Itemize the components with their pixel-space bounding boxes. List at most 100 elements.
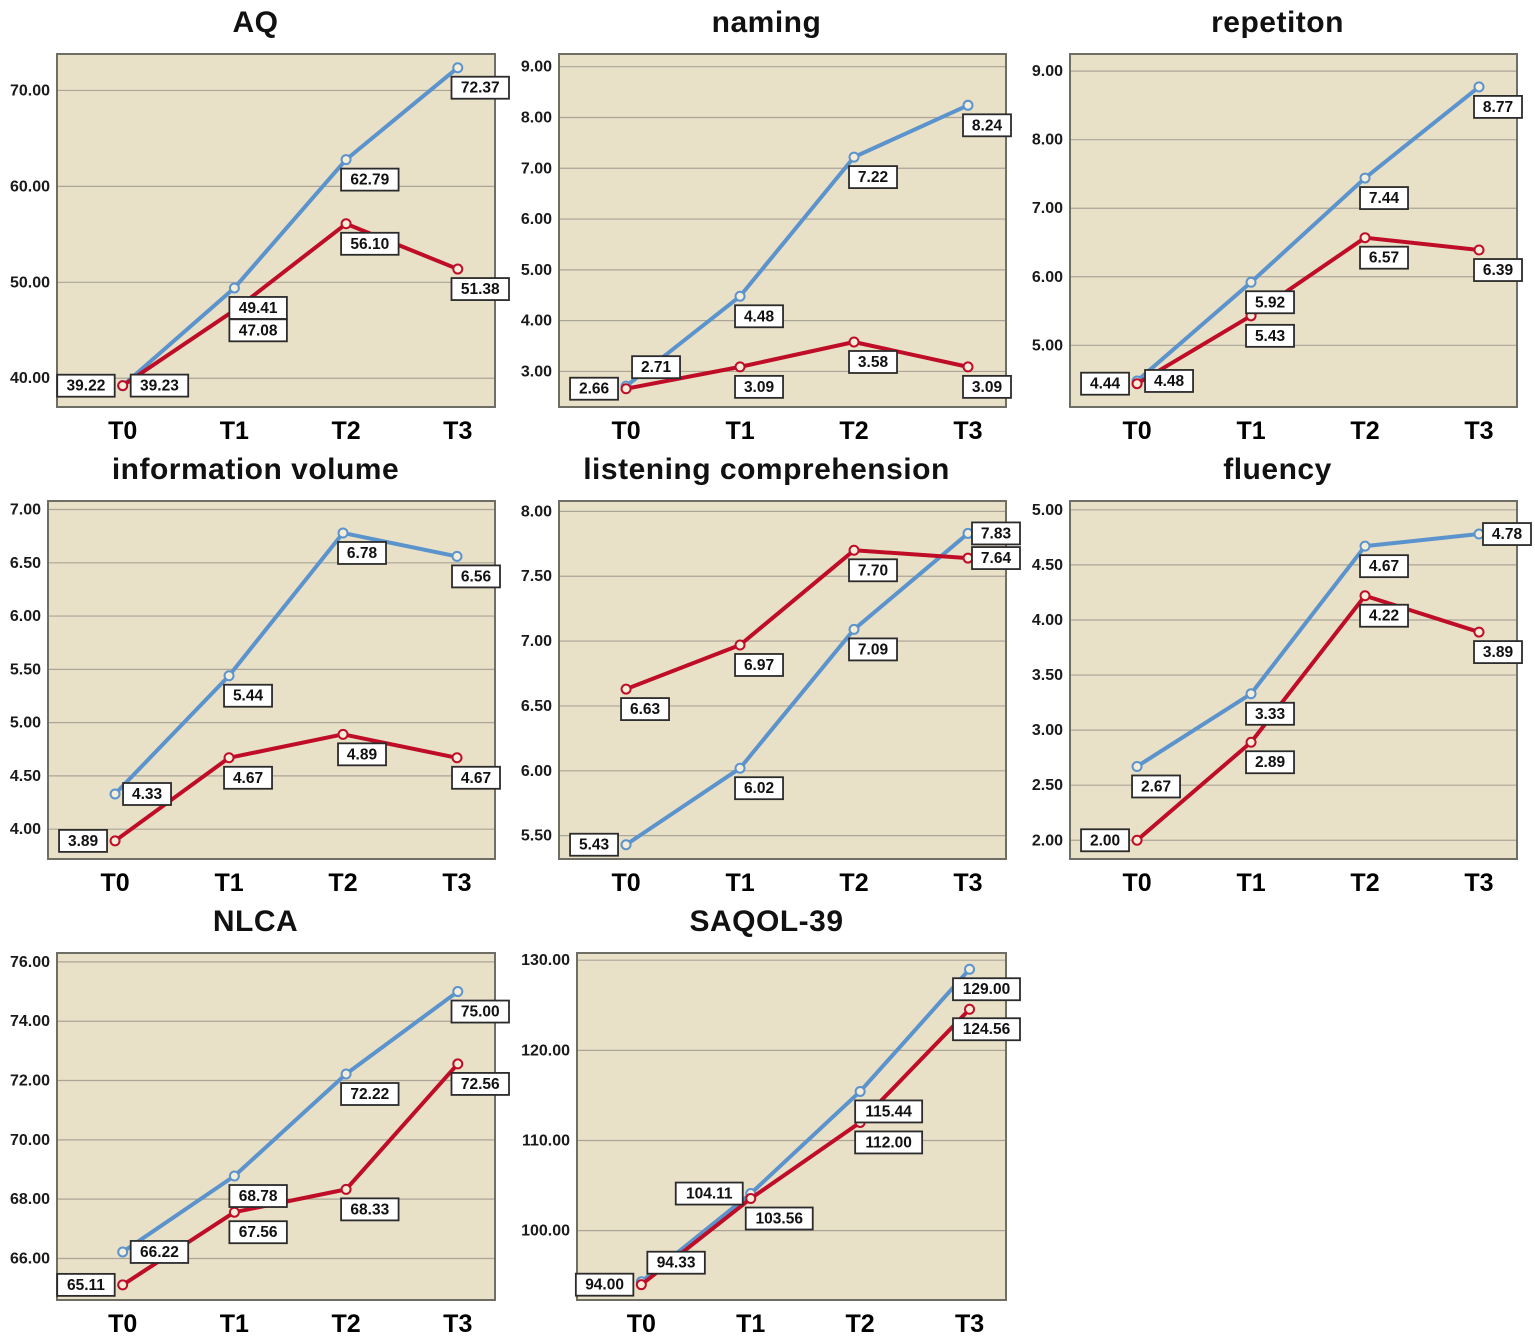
data-point-label-text: 2.89 <box>1255 754 1286 771</box>
data-point-label-text: 75.00 <box>461 1004 500 1021</box>
data-point-label-box <box>450 277 510 301</box>
data-point-label: 4.48 <box>1144 369 1194 393</box>
data-point-marker <box>854 1085 866 1097</box>
y-tick-label: 50.00 <box>10 274 50 291</box>
y-tick-label: 6.00 <box>10 608 41 625</box>
data-point-label-box <box>952 1017 1021 1042</box>
data-point-marker <box>734 290 746 302</box>
data-point-label-text: 68.78 <box>239 1188 278 1205</box>
data-point-label-text: 4.67 <box>461 770 491 787</box>
data-point-label-text: 51.38 <box>461 281 500 298</box>
y-tick-label: 7.50 <box>521 568 552 585</box>
data-point-marker <box>340 154 352 166</box>
data-point-label-box <box>1080 828 1130 853</box>
series-line-group-red <box>624 548 971 692</box>
y-tick-label: 40.00 <box>10 370 50 387</box>
data-point-label: 115.44 <box>854 1099 924 1124</box>
data-point-label-box <box>337 541 387 565</box>
series-line-group-red <box>113 732 460 843</box>
data-point-label: 3.09 <box>962 374 1012 399</box>
data-point-marker <box>117 1279 129 1291</box>
data-point-label-text: 94.00 <box>585 1277 624 1294</box>
data-point-marker <box>1245 736 1257 748</box>
data-point-label: 4.67 <box>223 765 273 790</box>
data-point-label: 5.44 <box>223 683 273 708</box>
data-point-label-box <box>962 113 1012 138</box>
data-point-label-text: 5.43 <box>579 837 610 854</box>
data-point-label: 2.00 <box>1080 828 1130 853</box>
data-point-label-box <box>1245 323 1295 348</box>
chart-title-fluency: fluency <box>1223 453 1332 486</box>
data-point-label-box <box>1359 186 1409 210</box>
y-tick-label: 7.00 <box>10 502 41 519</box>
x-category-label: T1 <box>736 1310 765 1338</box>
x-category-label: T1 <box>725 869 754 897</box>
data-point-label-text: 47.08 <box>239 322 278 339</box>
series-line-group-blue <box>120 65 460 388</box>
data-point-label-box <box>1144 369 1194 393</box>
data-point-label: 4.44 <box>1080 371 1130 396</box>
data-point-label: 8.24 <box>962 113 1012 138</box>
data-point-label: 65.11 <box>56 1272 116 1297</box>
data-point-label: 6.39 <box>1473 258 1523 282</box>
chart-canvas-fluency: 2.00 2.50 3.00 3.50 4.00 4.50 5.00 T0 T1 T2 T3 2.67… <box>1032 500 1532 897</box>
data-point-label: 68.78 <box>228 1184 288 1208</box>
series-line-group-red <box>1135 235 1482 386</box>
data-point-label-box <box>734 776 784 801</box>
data-point-label-box <box>1473 95 1523 119</box>
data-point-label: 72.22 <box>340 1082 400 1106</box>
x-category-label: T3 <box>443 1310 472 1338</box>
x-category-label: T3 <box>953 869 982 897</box>
data-point-label-box <box>734 304 784 329</box>
chart-canvas-aq: 40.00 50.00 60.00 70.00 T0 T1 T2 T3 39.22 49.41 62… <box>10 53 510 445</box>
y-tick-label: 6.50 <box>521 698 552 715</box>
y-tick-label: 7.00 <box>521 160 552 177</box>
data-point-label: 94.00 <box>574 1272 635 1297</box>
data-point-label-text: 5.92 <box>1255 294 1285 311</box>
data-point-label-text: 4.78 <box>1492 526 1523 543</box>
data-point-marker <box>1131 760 1143 772</box>
data-point-marker <box>1245 688 1257 700</box>
y-tick-label: 6.00 <box>521 211 552 228</box>
data-point-label-text: 7.09 <box>858 641 889 658</box>
data-point-label: 7.64 <box>971 546 1021 570</box>
y-tick-label: 72.00 <box>10 1073 50 1090</box>
data-point-label: 4.67 <box>451 765 501 790</box>
data-point-label-box <box>734 374 784 399</box>
data-point-label-box <box>631 355 681 380</box>
data-point-label-text: 2.67 <box>1141 778 1171 795</box>
y-tick-label: 3.00 <box>521 363 552 380</box>
chart-canvas-repetiton: 5.00 6.00 7.00 8.00 9.00 T0 T1 T2 T3 4.48 5.92 7.44… <box>1032 53 1523 445</box>
data-point-marker <box>340 1068 352 1080</box>
y-tick-label: 2.50 <box>1032 777 1063 794</box>
data-point-label-box <box>337 742 387 767</box>
data-point-marker <box>848 623 860 635</box>
data-point-label: 94.33 <box>646 1250 706 1275</box>
data-point-marker <box>620 683 632 695</box>
data-point-label-text: 3.33 <box>1255 706 1286 723</box>
data-point-label-text: 112.00 <box>865 1134 912 1151</box>
data-point-label: 7.44 <box>1359 186 1409 210</box>
data-point-label-box <box>450 1072 510 1096</box>
data-point-label: 6.63 <box>620 697 670 721</box>
data-point-label: 5.92 <box>1245 290 1295 315</box>
data-point-marker <box>117 1246 129 1258</box>
y-tick-label: 5.00 <box>1032 337 1063 354</box>
chart-canvas-saqol-39: 100.00 110.00 120.00 130.00 T0 T1 T2 T3 94.33 104… <box>521 952 1021 1338</box>
chart-canvas-information-volume: 4.00 4.50 5.00 5.50 6.00 6.50 7.00 T0 T1 T2 T3 4.33… <box>10 500 501 897</box>
y-tick-label: 68.00 <box>10 1191 50 1208</box>
y-tick-label: 4.00 <box>10 821 41 838</box>
data-point-label: 2.67 <box>1131 774 1181 799</box>
chart-title-saqol-39: SAQOL-39 <box>689 905 844 938</box>
data-point-label-box <box>848 637 898 662</box>
data-point-label: 51.38 <box>450 277 510 301</box>
data-point-label-box <box>744 1206 814 1231</box>
y-tick-label: 3.50 <box>1032 667 1063 684</box>
y-tick-label: 8.00 <box>521 503 552 520</box>
x-category-label: T0 <box>1122 869 1151 897</box>
data-point-marker <box>340 1183 352 1195</box>
data-point-label: 4.22 <box>1359 603 1409 628</box>
data-point-label: 4.33 <box>122 782 172 806</box>
